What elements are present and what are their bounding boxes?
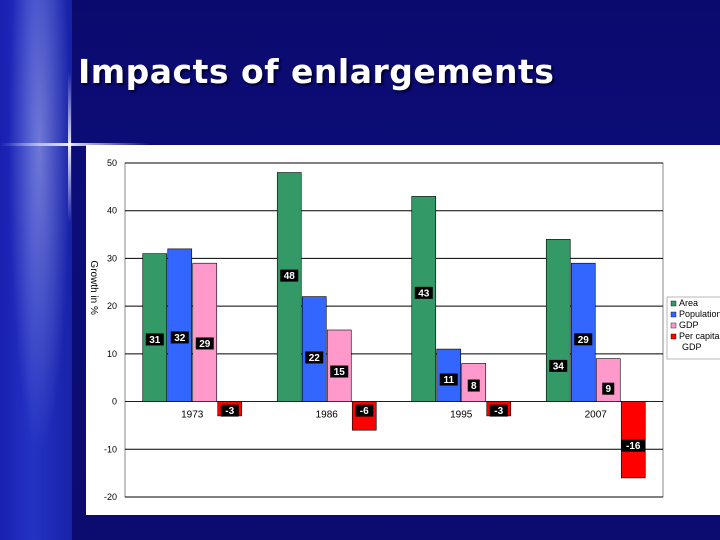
data-label-bg bbox=[305, 351, 324, 364]
y-tick-label: 0 bbox=[112, 397, 117, 407]
bar-population-1986 bbox=[301, 296, 327, 402]
data-label-bg bbox=[170, 331, 189, 344]
y-axis-title: Growth in % bbox=[88, 260, 99, 315]
data-label-bg bbox=[489, 404, 508, 417]
bar-area-1973 bbox=[142, 253, 168, 402]
legend-entry-gdp: GDP bbox=[679, 320, 699, 330]
data-label-bg bbox=[621, 439, 646, 452]
legend-swatch-per_capita_gdp bbox=[670, 333, 677, 340]
y-tick-label: 40 bbox=[107, 206, 117, 216]
bar-area-1986 bbox=[276, 172, 302, 402]
decorative-sparkle-horizontal bbox=[0, 143, 150, 146]
data-label-area-1973: 31 bbox=[149, 335, 161, 346]
legend-label-line: Population bbox=[679, 309, 720, 319]
legend-entry-area: Area bbox=[679, 298, 698, 308]
data-label-bg bbox=[280, 269, 299, 282]
bar-population-2007 bbox=[570, 262, 596, 402]
data-label-bg bbox=[414, 286, 433, 299]
bar-gdp-1973 bbox=[192, 262, 218, 402]
y-tick-label: 50 bbox=[107, 158, 117, 168]
data-label-bg bbox=[549, 359, 568, 372]
decorative-glow bbox=[0, 0, 72, 540]
legend-label-line: Area bbox=[679, 298, 698, 308]
legend-label-line: GDP bbox=[682, 342, 702, 352]
data-label-bg bbox=[574, 333, 593, 346]
legend-entry-per_capita_gdp: Per capita GDP bbox=[679, 331, 720, 352]
decorative-sparkle-vertical bbox=[68, 72, 71, 222]
legend-swatch-gdp bbox=[670, 322, 677, 329]
data-label-bg bbox=[602, 382, 615, 395]
data-label-bg bbox=[467, 379, 480, 392]
data-label-per_capita_gdp-1986: -6 bbox=[360, 406, 369, 417]
y-tick-label: 20 bbox=[107, 301, 117, 311]
bar-area-2007 bbox=[545, 239, 571, 402]
y-tick-label: -20 bbox=[104, 492, 117, 502]
data-label-area-2007: 34 bbox=[553, 361, 565, 372]
data-label-bg bbox=[145, 333, 164, 346]
data-label-bg bbox=[355, 404, 374, 417]
data-label-area-1986: 48 bbox=[284, 271, 296, 282]
data-label-gdp-1986: 15 bbox=[334, 367, 346, 378]
data-label-population-1973: 32 bbox=[174, 333, 186, 344]
y-tick-label: -10 bbox=[104, 444, 117, 454]
data-label-per_capita_gdp-1973: -3 bbox=[225, 406, 234, 417]
y-tick-label: 10 bbox=[107, 349, 117, 359]
legend-swatch-population bbox=[670, 311, 677, 318]
data-label-area-1995: 43 bbox=[418, 288, 430, 299]
x-category-label: 1973 bbox=[181, 410, 204, 421]
data-label-population-1986: 22 bbox=[309, 353, 321, 364]
data-label-bg bbox=[195, 337, 214, 350]
legend-label-line: GDP bbox=[679, 320, 699, 330]
decorative-left-band bbox=[0, 0, 72, 540]
data-label-gdp-2007: 9 bbox=[605, 384, 611, 395]
x-category-label: 2007 bbox=[585, 410, 608, 421]
data-label-per_capita_gdp-1995: -3 bbox=[494, 406, 503, 417]
x-category-label: 1986 bbox=[316, 410, 339, 421]
bar-population-1973 bbox=[167, 248, 193, 402]
legend-entry-population: Population bbox=[679, 309, 720, 319]
bar-area-1995 bbox=[411, 196, 437, 402]
data-label-population-1995: 11 bbox=[443, 375, 454, 386]
data-label-gdp-1973: 29 bbox=[199, 339, 211, 350]
legend-swatch-area bbox=[670, 300, 677, 307]
data-label-population-2007: 29 bbox=[578, 335, 590, 346]
x-category-label: 1995 bbox=[450, 410, 473, 421]
data-label-bg bbox=[220, 404, 239, 417]
bar-chart: -20 -10 0 10 20 30 40 50 Growth in % 31 32 29 -3 1973… bbox=[88, 158, 720, 502]
slide-title: Impacts of enlargements bbox=[78, 52, 555, 91]
y-tick-label: 30 bbox=[107, 253, 117, 263]
data-label-per_capita_gdp-2007: -16 bbox=[626, 441, 641, 452]
data-label-bg bbox=[439, 373, 458, 386]
legend-label-line: Per capita bbox=[679, 331, 720, 341]
data-label-bg bbox=[330, 365, 349, 378]
chart-panel: -20 -10 0 10 20 30 40 50 Growth in % 31 32 29 -3 1973… bbox=[86, 145, 720, 515]
data-label-gdp-1995: 8 bbox=[471, 381, 477, 392]
